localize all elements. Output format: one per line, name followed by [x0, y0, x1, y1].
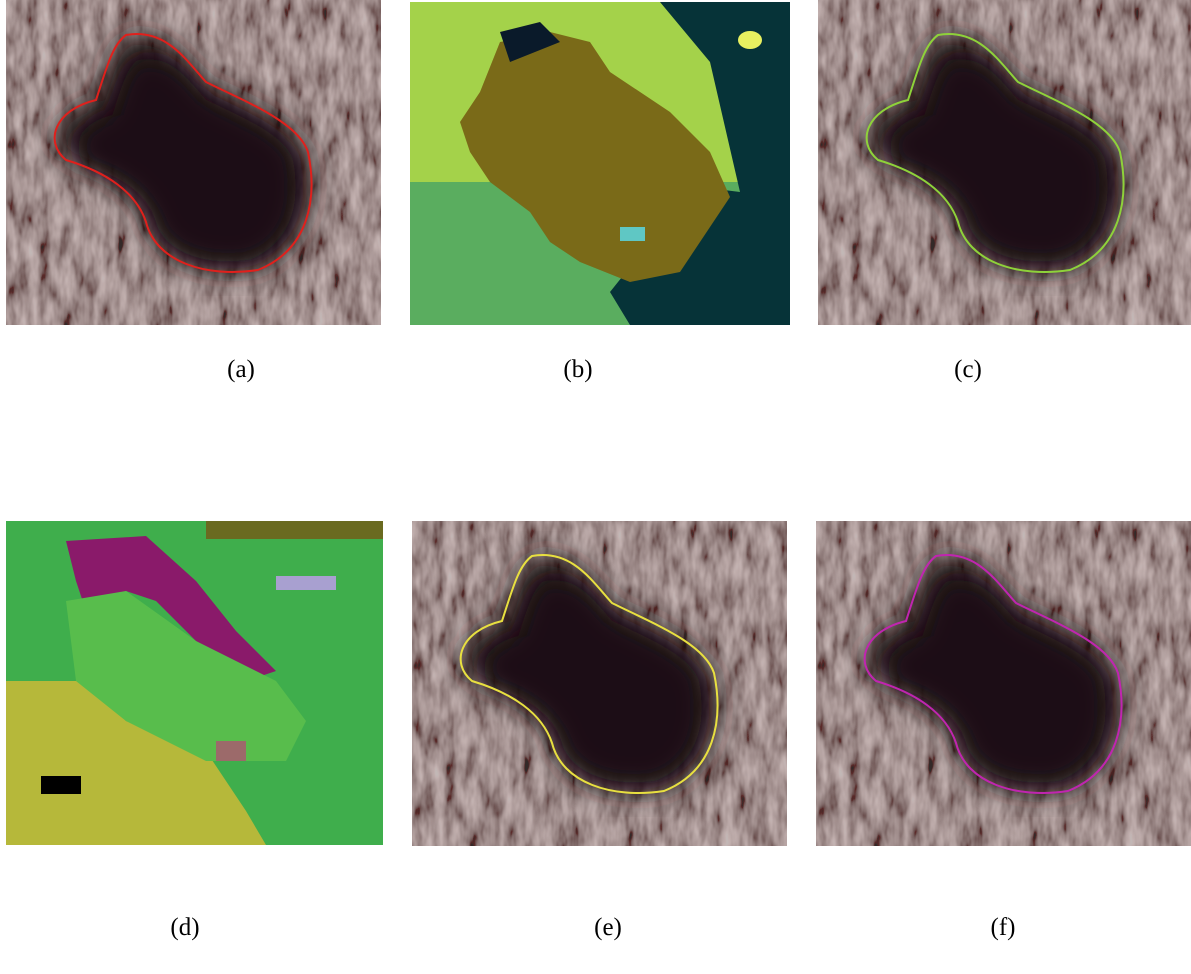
ultrasound-image [6, 0, 381, 325]
figure: (a) (b) (c) (d) (e) (f) [0, 0, 1191, 974]
panel-label: (f) [991, 914, 1016, 941]
panel-label: (a) [227, 356, 255, 383]
segmentation-map [6, 521, 383, 845]
ultrasound-image [818, 0, 1191, 325]
panel-label: (d) [170, 914, 199, 941]
segmentation-map [410, 2, 790, 325]
ultrasound-image [816, 521, 1191, 846]
ultrasound-image [412, 521, 787, 846]
panel-label: (b) [563, 356, 592, 383]
page: (a) (b) (c) (d) (e) (f) (() => { const d… [0, 0, 1191, 974]
panel-label: (e) [594, 914, 622, 941]
panel-label: (c) [954, 356, 982, 383]
